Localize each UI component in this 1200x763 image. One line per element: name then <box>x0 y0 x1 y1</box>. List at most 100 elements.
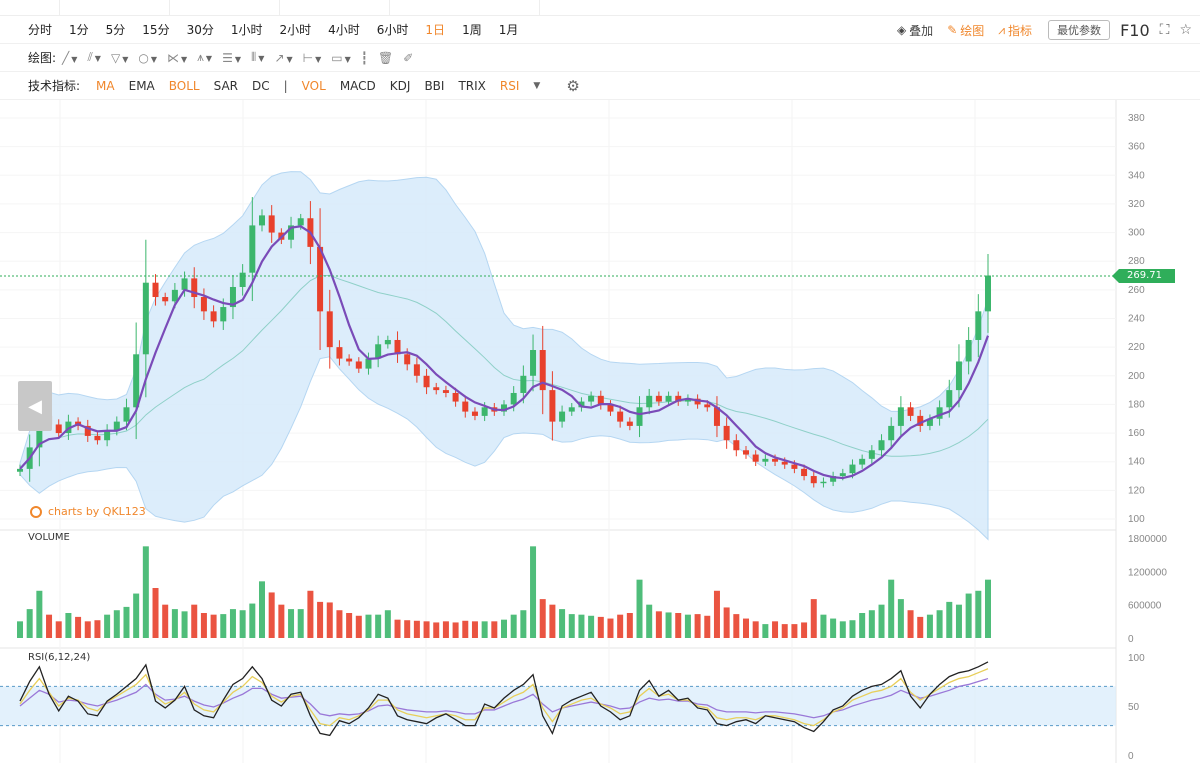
candle-body <box>617 411 624 422</box>
candle-body <box>743 450 749 455</box>
pattern-tool[interactable]: ⩚ ▼ <box>197 50 212 65</box>
candle-body <box>104 430 111 441</box>
volume-bar <box>191 604 198 638</box>
period-4[interactable]: 30分 <box>186 23 214 37</box>
star-icon[interactable]: ☆ <box>1179 22 1192 38</box>
candle-body <box>346 358 353 362</box>
candle-body <box>336 347 343 359</box>
ray-tool[interactable]: ⫽ ▼ <box>87 50 101 65</box>
top-tab[interactable] <box>0 0 60 16</box>
top-tab[interactable] <box>390 0 540 16</box>
circle-icon: ○ <box>138 50 149 65</box>
indicator-sub-5[interactable]: RSI <box>499 78 520 93</box>
lock-pen-tool[interactable]: ✐ <box>403 51 413 65</box>
comment-tool[interactable]: ▭ ▼ <box>331 51 351 65</box>
volume-bar <box>268 592 275 638</box>
measure-tool[interactable]: ⊢ ▼ <box>303 51 322 65</box>
indicator-main-0[interactable]: MA <box>96 78 115 93</box>
indicator-sub-1[interactable]: MACD <box>339 78 376 93</box>
period-5[interactable]: 1小时 <box>230 23 263 37</box>
chevron-down-icon: ▼ <box>286 54 293 64</box>
candle-body <box>462 401 469 412</box>
bars-tool[interactable]: ┇ <box>361 51 368 65</box>
volume-bar <box>859 613 866 638</box>
volume-bar <box>617 614 624 638</box>
overlay-label: 叠加 <box>909 23 934 38</box>
overlay-button[interactable]: ◈ 叠加 <box>897 22 933 39</box>
right-tools: ◈ 叠加 ✎ 绘图 ⩘ 指标 最优参数 F10 ⛶ ☆ <box>883 16 1192 44</box>
candle-body <box>404 354 411 365</box>
circle-tool[interactable]: ○ ▼ <box>138 51 157 65</box>
period-3[interactable]: 15分 <box>142 23 170 37</box>
volume-tick-label: 1200000 <box>1128 567 1167 578</box>
fib-tool[interactable]: ☰ ▼ <box>222 51 241 65</box>
volume-bar <box>288 609 295 638</box>
candle-body <box>142 282 149 355</box>
watermark-text: charts by QKL123 <box>48 505 146 518</box>
top-tab[interactable] <box>60 0 170 16</box>
volume-bar <box>801 622 808 638</box>
optimal-params-button[interactable]: 最优参数 <box>1048 20 1111 40</box>
volume-bar <box>200 613 207 638</box>
indicator-main-1[interactable]: EMA <box>128 78 155 93</box>
f10-button[interactable]: F10 <box>1120 20 1150 40</box>
draw-toolbar: 绘图: ╱ ▼ ⫽ ▼ ▽ ▼ ○ ▼ ⋉ ▼ ⩚ ▼ ☰ ▼ ⦀ ▼ ↗ ▼ ⊢ ▼ ▭ ▼ ┇ 🗑… <box>0 44 1200 72</box>
volume-bar <box>152 588 159 638</box>
draw-button[interactable]: ✎ 绘图 <box>947 22 984 39</box>
zigzag-tool[interactable]: ⋉ ▼ <box>167 51 187 65</box>
indicator-sub-2[interactable]: KDJ <box>389 78 411 93</box>
volume-bar <box>752 621 759 638</box>
period-0[interactable]: 分时 <box>28 23 53 37</box>
layers-icon: ◈ <box>896 23 907 37</box>
indicator-main-4[interactable]: DC <box>252 78 270 93</box>
candle-body <box>655 395 662 402</box>
indicator-sub-3[interactable]: BBI <box>424 78 445 93</box>
volume-bar <box>530 546 537 638</box>
candle-body <box>985 275 991 312</box>
period-1[interactable]: 1分 <box>69 23 89 37</box>
candle-body <box>288 225 295 240</box>
scroll-left-button[interactable]: ◀ <box>18 381 52 431</box>
period-6[interactable]: 2小时 <box>279 23 312 37</box>
period-11[interactable]: 1月 <box>498 23 519 37</box>
period-2[interactable]: 5分 <box>105 23 126 37</box>
indicator-button[interactable]: ⩘ 指标 <box>998 22 1032 39</box>
last-price-tag: 269.71 <box>1112 269 1175 283</box>
top-tab[interactable] <box>170 0 280 16</box>
volume-bar <box>55 621 62 638</box>
candle-body <box>723 425 730 441</box>
price-tick-label: 180 <box>1128 399 1145 410</box>
candle-body <box>355 361 362 369</box>
period-8[interactable]: 6小时 <box>376 23 409 37</box>
top-tab[interactable] <box>280 0 390 16</box>
chevron-down-icon[interactable]: ▼ <box>533 80 541 91</box>
price-tick-label: 300 <box>1128 228 1145 239</box>
volume-bar <box>839 621 846 638</box>
volume-bar <box>462 620 469 638</box>
chevron-down-icon: ▼ <box>122 54 129 64</box>
indicator-main-2[interactable]: BOLL <box>168 78 200 93</box>
indicator-sub-4[interactable]: TRIX <box>458 78 486 93</box>
gear-icon[interactable]: ⚙ <box>566 76 580 95</box>
period-9[interactable]: 1日 <box>425 23 446 37</box>
fullscreen-icon[interactable]: ⛶ <box>1159 22 1170 38</box>
candle-body <box>791 464 798 469</box>
period-7[interactable]: 4小时 <box>328 23 360 37</box>
chart-canvas[interactable]: 100 120 140 160 180 200 220 240 260 280 300 320 340 3… <box>0 100 1200 763</box>
triangle-tool[interactable]: ▽ ▼ <box>111 51 128 65</box>
period-10[interactable]: 1周 <box>462 23 482 37</box>
vlines-tool[interactable]: ⦀ ▼ <box>251 50 264 65</box>
rsi-tick-label: 0 <box>1128 751 1134 762</box>
volume-bar <box>384 610 391 638</box>
indicator-main-3[interactable]: SAR <box>213 78 238 93</box>
arrow-tool[interactable]: ↗ ▼ <box>274 51 292 65</box>
indicator-sub-0[interactable]: VOL <box>301 78 326 93</box>
volume-bar <box>336 610 343 638</box>
line-tool[interactable]: ╱ ▼ <box>62 51 77 65</box>
volume-bar <box>46 614 53 638</box>
volume-bar <box>975 590 982 638</box>
candle-body <box>626 421 633 426</box>
volume-bar <box>694 614 701 638</box>
trash-tool[interactable]: 🗑 <box>378 51 393 65</box>
volume-bar <box>442 621 449 638</box>
